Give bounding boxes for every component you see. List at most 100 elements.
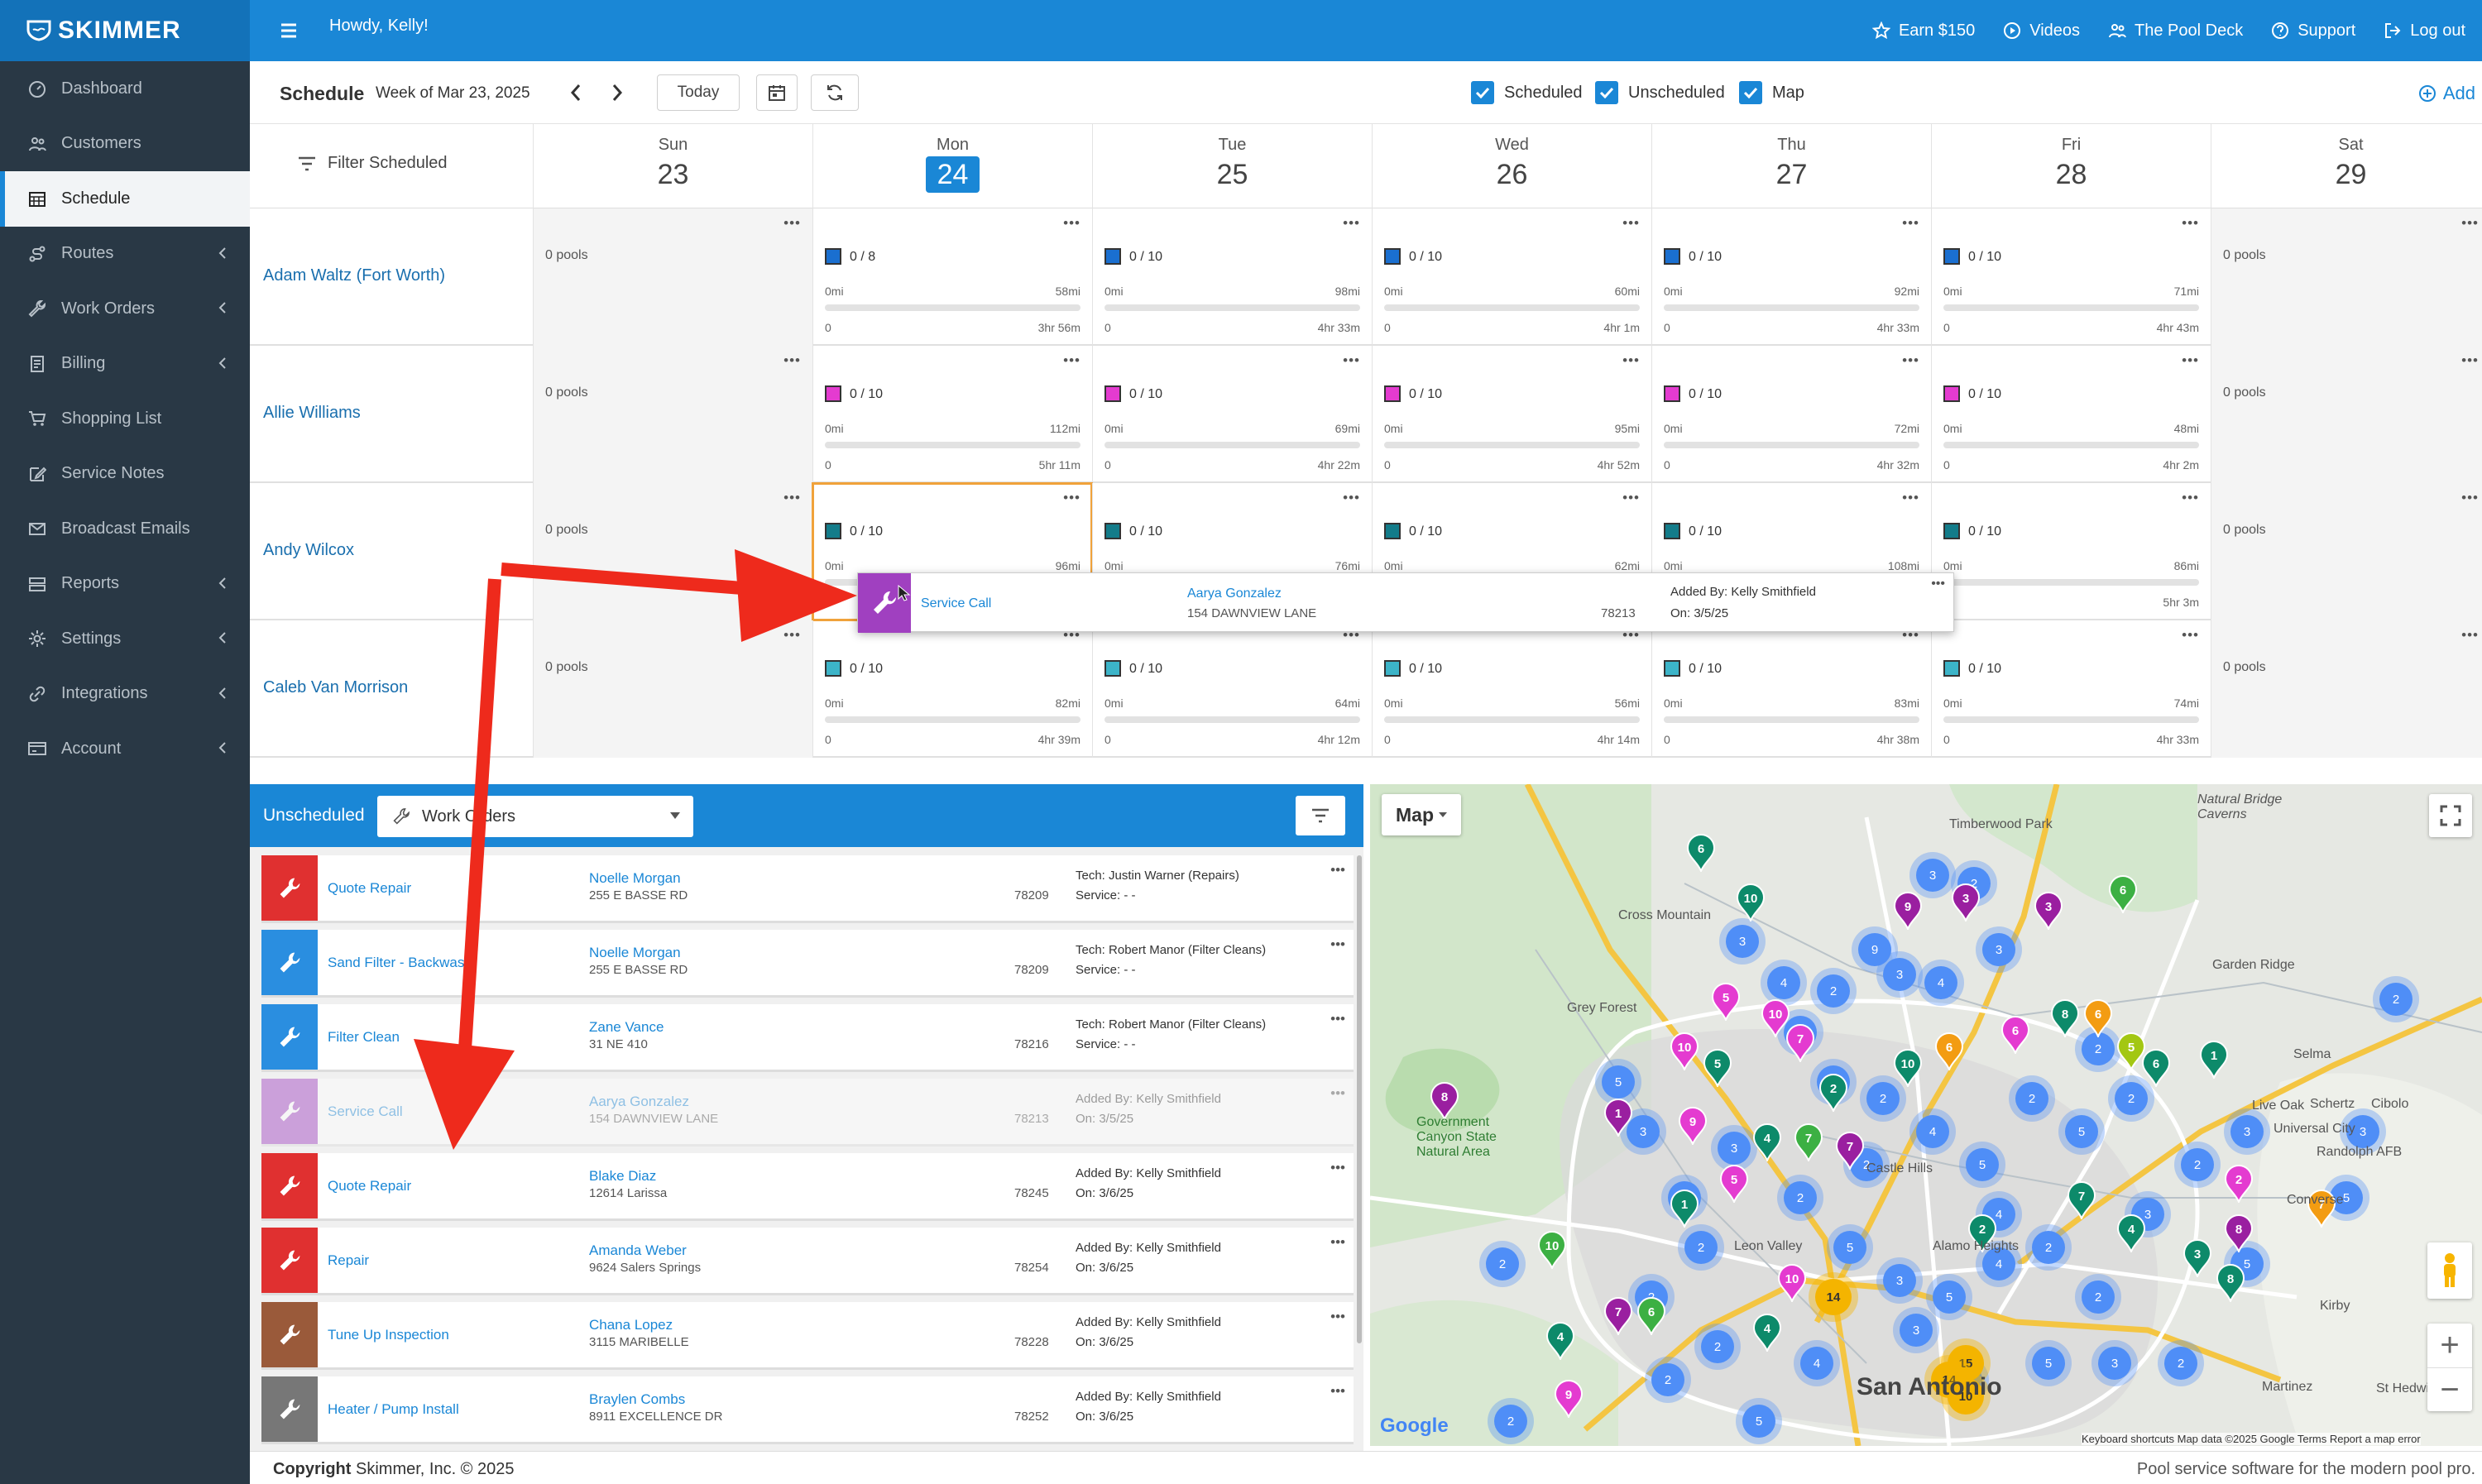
map-cluster-marker[interactable]: 2: [1651, 1363, 1684, 1396]
map-pin-marker[interactable]: 3: [2183, 1239, 2212, 1277]
work-order-type[interactable]: Quote Repair: [328, 1178, 412, 1194]
work-order-row[interactable]: Heater / Pump Install Braylen Combs 8911 E…: [261, 1376, 1354, 1444]
toplink-play[interactable]: Videos: [2003, 22, 2080, 41]
work-order-type[interactable]: Service Call: [328, 1103, 403, 1119]
map-cluster-marker[interactable]: 3: [2098, 1347, 2131, 1380]
chevron-left-icon[interactable]: [218, 247, 227, 260]
map-cluster-marker[interactable]: 5: [2032, 1347, 2065, 1380]
map-type-button[interactable]: Map: [1382, 794, 1461, 835]
unscheduled-list[interactable]: Quote Repair Noelle Morgan 255 E BASSE RD 7…: [250, 847, 1363, 1451]
map-pin-marker[interactable]: 9: [1678, 1107, 1708, 1145]
map-cluster-marker[interactable]: 5: [1966, 1148, 1999, 1181]
checkbox-checked-icon[interactable]: [1595, 81, 1618, 104]
map-cluster-marker[interactable]: 3: [1900, 1314, 1933, 1347]
list-scrollbar[interactable]: [1357, 855, 1362, 1343]
route-color-swatch[interactable]: [1384, 660, 1401, 677]
tech-name[interactable]: Caleb Van Morrison: [263, 678, 409, 697]
map-pin-marker[interactable]: 10: [1537, 1231, 1567, 1269]
route-color-swatch[interactable]: [1943, 248, 1960, 265]
tech-name[interactable]: Andy Wilcox: [263, 541, 355, 559]
more-dots-icon[interactable]: •••: [1622, 627, 1640, 643]
chevron-left-icon[interactable]: [218, 577, 227, 590]
schedule-cell[interactable]: ••• 0 / 8 0mi 58mi 0 3hr 56m: [812, 208, 1092, 346]
wrench-icon[interactable]: [261, 930, 318, 995]
map-pin-marker[interactable]: 2: [1967, 1214, 1997, 1252]
map-pin-marker[interactable]: 10: [1670, 1032, 1699, 1070]
map-pin-marker[interactable]: 10: [1761, 999, 1790, 1037]
day-column-fri[interactable]: Fri 28: [1931, 124, 2211, 208]
map-attribution[interactable]: Keyboard shortcuts Map data ©2025 Google…: [2082, 1433, 2421, 1445]
more-dots-icon[interactable]: •••: [1330, 1085, 1345, 1101]
schedule-cell[interactable]: ••• 0 / 10 0mi 64mi 0 4hr 12m: [1092, 620, 1372, 758]
more-dots-icon[interactable]: •••: [1931, 577, 1945, 591]
map-pin-marker[interactable]: 9: [1554, 1380, 1584, 1418]
sidebar-item-customers[interactable]: Customers: [0, 117, 250, 172]
toplink-star[interactable]: Earn $150: [1871, 22, 1975, 41]
work-orders-select[interactable]: Work Orders: [377, 796, 693, 837]
sidebar-item-billing[interactable]: Billing: [0, 337, 250, 392]
wrench-icon[interactable]: [261, 1376, 318, 1442]
map-cluster-marker[interactable]: 2: [1784, 1181, 1817, 1214]
map-pin-marker[interactable]: 1: [2199, 1041, 2229, 1079]
work-order-type[interactable]: Tune Up Inspection: [328, 1327, 449, 1343]
zoom-in-button[interactable]: +: [2440, 1327, 2460, 1363]
unscheduled-filter-button[interactable]: [1296, 796, 1345, 835]
wrench-icon[interactable]: [261, 1153, 318, 1218]
schedule-cell[interactable]: ••• 0 / 10 0mi 69mi 0 4hr 22m: [1092, 346, 1372, 483]
more-dots-icon[interactable]: •••: [1063, 490, 1080, 505]
more-dots-icon[interactable]: •••: [1622, 215, 1640, 231]
map-cluster-marker[interactable]: 5: [2065, 1115, 2098, 1148]
customer-name[interactable]: Noelle Morgan: [589, 945, 681, 960]
wrench-icon[interactable]: [261, 855, 318, 921]
sidebar-item-routes[interactable]: Routes: [0, 227, 250, 282]
add-button[interactable]: Add: [2418, 83, 2475, 104]
prev-week-icon[interactable]: [564, 79, 587, 106]
map-pin-marker[interactable]: 6: [2141, 1049, 2171, 1087]
more-dots-icon[interactable]: •••: [2461, 352, 2479, 368]
map-cluster-marker[interactable]: 5: [2330, 1181, 2363, 1214]
map-cluster-marker[interactable]: 2: [2032, 1231, 2065, 1264]
work-order-row[interactable]: Tune Up Inspection Chana Lopez 3115 MARIBE…: [261, 1302, 1354, 1370]
map-pin-marker[interactable]: 7: [1835, 1132, 1865, 1170]
sidebar-item-account[interactable]: Account: [0, 721, 250, 777]
route-color-swatch[interactable]: [1384, 523, 1401, 539]
route-color-swatch[interactable]: [1104, 248, 1121, 265]
more-dots-icon[interactable]: •••: [1902, 352, 1919, 368]
checkbox-checked-icon[interactable]: [1471, 81, 1494, 104]
scheduled-toggle[interactable]: Scheduled: [1471, 81, 1583, 104]
map-pin-marker[interactable]: 3: [1951, 883, 1981, 922]
sidebar-item-reports[interactable]: Reports: [0, 557, 250, 612]
schedule-cell[interactable]: ••• 0 / 10 0mi 92mi 0 4hr 33m: [1651, 208, 1931, 346]
schedule-cell[interactable]: ••• 0 / 10 0mi 60mi 0 4hr 1m: [1372, 208, 1651, 346]
work-order-row[interactable]: Service Call Aarya Gonzalez 154 DAWNVIEW L…: [261, 1079, 1354, 1147]
map-pin-marker[interactable]: 5: [1719, 1165, 1749, 1203]
map-pin-marker[interactable]: 8: [1430, 1082, 1459, 1120]
street-view-pegman-icon[interactable]: [2427, 1242, 2472, 1299]
calendar-picker-button[interactable]: [756, 74, 798, 111]
work-order-type[interactable]: Filter Clean: [328, 1029, 400, 1045]
sidebar-item-settings[interactable]: Settings: [0, 611, 250, 667]
map-cluster-marker[interactable]: 3: [1916, 859, 1949, 892]
more-dots-icon[interactable]: •••: [1330, 1309, 1345, 1324]
map-cluster-marker[interactable]: 2: [1701, 1330, 1734, 1363]
unscheduled-toggle[interactable]: Unscheduled: [1595, 81, 1725, 104]
route-color-swatch[interactable]: [1384, 248, 1401, 265]
schedule-cell[interactable]: •••0 / 100mi86mi05hr 3m: [1931, 483, 2211, 620]
schedule-cell[interactable]: ••• 0 / 10 0mi 71mi 0 4hr 43m: [1931, 208, 2211, 346]
route-color-swatch[interactable]: [1104, 523, 1121, 539]
more-dots-icon[interactable]: •••: [783, 352, 801, 368]
map-cluster-marker[interactable]: 2: [2164, 1347, 2197, 1380]
sidebar-item-work-orders[interactable]: Work Orders: [0, 281, 250, 337]
map-pin-marker[interactable]: 8: [2216, 1264, 2245, 1302]
schedule-cell[interactable]: ••• 0 pools: [2211, 620, 2482, 758]
customer-name[interactable]: Aarya Gonzalez: [589, 1094, 689, 1109]
more-dots-icon[interactable]: •••: [1330, 1011, 1345, 1027]
day-column-mon[interactable]: Mon 24: [812, 124, 1092, 208]
chevron-left-icon[interactable]: [218, 357, 227, 370]
work-order-type[interactable]: Repair: [328, 1252, 370, 1268]
filter-scheduled-button[interactable]: Filter Scheduled: [298, 154, 448, 173]
map-pin-marker[interactable]: 7: [1785, 1024, 1815, 1062]
next-week-icon[interactable]: [606, 79, 629, 106]
work-order-type[interactable]: Heater / Pump Install: [328, 1401, 459, 1417]
more-dots-icon[interactable]: •••: [1063, 627, 1080, 643]
